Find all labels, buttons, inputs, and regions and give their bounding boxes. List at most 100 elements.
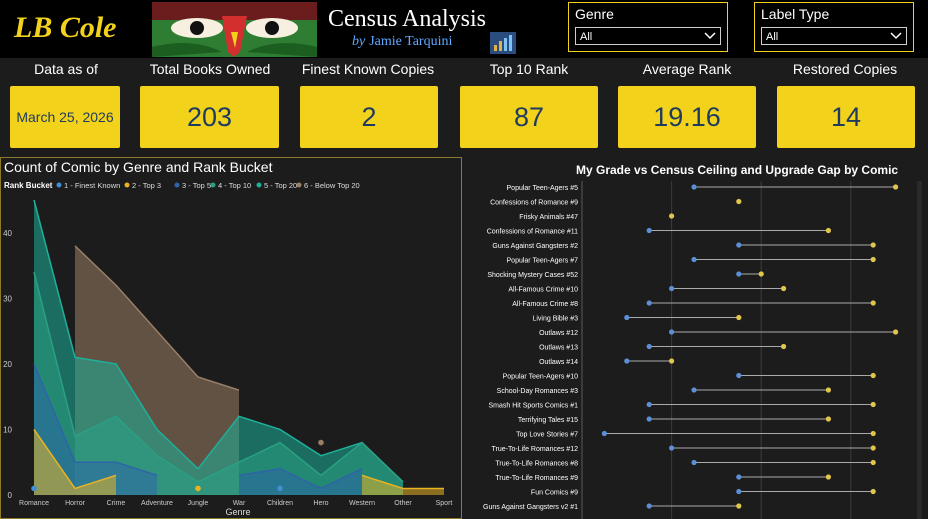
my-grade-point — [646, 343, 652, 350]
area-fill — [34, 429, 116, 495]
x-tick-label: War — [233, 500, 246, 507]
my-grade-point — [646, 503, 652, 509]
row-label: Confessions of Romance #9 — [490, 200, 578, 207]
row-label: Outlaws #14 — [539, 359, 578, 366]
kpi-card-top-10: 87 — [460, 86, 598, 148]
label-type-dropdown[interactable]: All — [761, 27, 907, 45]
legend-item: 6 - Below Top 20 — [304, 181, 360, 190]
row-label: School-Day Romances #3 — [497, 388, 578, 395]
census-ceiling-point — [781, 343, 787, 350]
area-fill — [34, 272, 403, 495]
kpi-card-data-as-of: March 25, 2026 — [10, 86, 120, 148]
kpi-label-average-rank: Average Rank — [642, 61, 732, 77]
legend-marker — [124, 182, 130, 188]
x-tick-label: Jungle — [188, 500, 209, 507]
area-chart: Rank Bucket 1 - Finest Known 2 - Top 3 3 - … — [3, 181, 453, 516]
area-line — [238, 468, 363, 490]
x-tick-label: Other — [394, 500, 412, 507]
genre-dropdown[interactable]: All — [575, 27, 721, 45]
legend-item: 1 - Finest Known — [64, 181, 120, 190]
kpi-card-total-books: 203 — [140, 86, 279, 148]
legend-marker — [256, 182, 262, 188]
area-line — [33, 429, 117, 490]
census-ceiling-point — [893, 329, 899, 335]
census-ceiling-point — [893, 184, 899, 190]
chevron-down-icon — [704, 32, 716, 40]
my-grade-point — [624, 358, 630, 364]
area-line — [361, 474, 444, 490]
census-ceiling-point — [736, 314, 742, 321]
row-label: Guns Against Gangsters #2 — [492, 243, 578, 250]
y-tick-label: 10 — [3, 425, 12, 434]
census-ceiling-point — [758, 271, 764, 277]
kpi-label-restored: Restored Copies — [792, 61, 898, 77]
census-ceiling-point — [870, 372, 876, 379]
x-tick-label: Romance — [19, 500, 49, 507]
x-tick-label: Crime — [107, 500, 126, 507]
my-grade-point — [669, 445, 675, 451]
x-tick-label: Adventure — [141, 500, 173, 507]
row-label: Fun Comics #9 — [531, 490, 578, 497]
area-fill — [34, 363, 157, 495]
area-fill — [362, 475, 444, 495]
my-grade-point — [691, 256, 697, 263]
x-tick-label: Horror — [65, 500, 86, 507]
row-label: All-Famous Crime #8 — [512, 301, 578, 308]
row-label: Top Love Stories #7 — [516, 432, 578, 439]
my-grade-point — [646, 401, 652, 408]
bar-chart-icon — [490, 32, 516, 54]
my-grade-point — [646, 416, 652, 422]
report-title: Census Analysis — [328, 6, 487, 32]
x-tick-label: Hero — [313, 500, 328, 507]
chevron-down-icon — [890, 32, 902, 40]
my-grade-point — [691, 184, 697, 190]
row-label: Popular Teen-Agers #10 — [503, 374, 578, 381]
author-name: Jamie Tarquini — [369, 34, 453, 49]
row-label: True-To-Life Romances #9 — [495, 475, 578, 482]
row-label: Frisky Animals #47 — [519, 214, 578, 221]
kpi-card-average-rank: 19.16 — [618, 86, 756, 148]
area-point — [318, 439, 324, 446]
comic-art-banner — [152, 2, 317, 57]
my-grade-point — [736, 242, 742, 248]
header-bar: LB Cole Census Analysis by Jamie Tarquini… — [0, 0, 928, 58]
census-ceiling-point — [870, 256, 876, 263]
legend-marker — [210, 182, 216, 188]
census-ceiling-point — [669, 213, 675, 219]
legend-item: 2 - Top 3 — [132, 181, 161, 190]
my-grade-point — [624, 314, 630, 321]
row-label: Popular Teen-Agers #5 — [507, 185, 579, 192]
row-label: Outlaws #12 — [539, 330, 578, 337]
my-grade-point — [669, 329, 675, 335]
row-label: All-Famous Crime #10 — [508, 287, 578, 294]
my-grade-point — [601, 430, 607, 437]
area-point — [195, 485, 201, 492]
legend-marker — [174, 182, 180, 188]
census-ceiling-point — [781, 285, 787, 292]
row-label: Terrifying Tales #15 — [518, 417, 578, 424]
label-type-slicer: Label Type All — [754, 2, 914, 52]
census-ceiling-point — [825, 474, 831, 480]
my-grade-point — [736, 271, 742, 277]
my-grade-point — [646, 227, 652, 234]
y-tick-label: 0 — [8, 491, 13, 500]
byline-prefix: by — [352, 34, 366, 49]
my-grade-point — [691, 387, 697, 393]
row-label: Confessions of Romance #11 — [487, 229, 578, 236]
vertical-scrollbar[interactable] — [917, 181, 922, 519]
legend-item: 5 - Top 20 — [264, 181, 297, 190]
census-ceiling-point — [825, 387, 831, 393]
row-label: Guns Against Gangsters v2 #1 — [483, 504, 578, 511]
legend-marker — [56, 182, 62, 188]
area-line — [33, 271, 404, 483]
row-label: Smash Hit Sports Comics #1 — [489, 403, 579, 410]
x-tick-label: Sport — [436, 500, 453, 507]
area-line — [33, 199, 404, 483]
my-grade-point — [646, 300, 652, 306]
my-grade-point — [669, 285, 675, 292]
census-ceiling-point — [870, 459, 876, 466]
x-tick-label: Western — [349, 500, 375, 507]
genre-dropdown-value: All — [580, 31, 593, 43]
my-grade-point — [736, 474, 742, 480]
area-line — [74, 245, 240, 391]
